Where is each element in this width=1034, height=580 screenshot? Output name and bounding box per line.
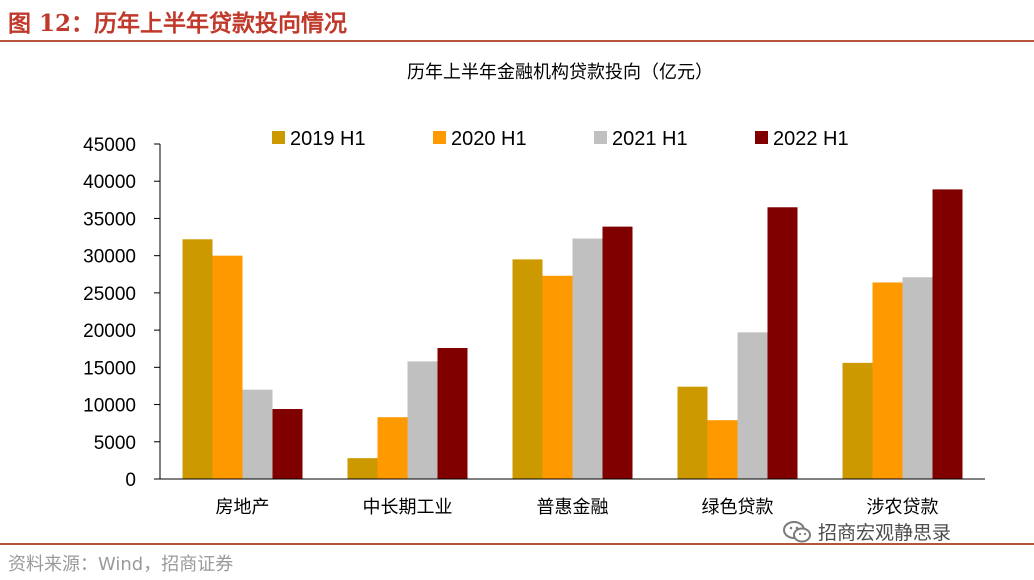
legend-swatch [272,131,285,144]
bar-2021-h1-0 [242,389,273,479]
watermark-text: 招商宏观静思录 [818,522,952,544]
bar-2021-h1-4 [902,277,933,479]
bar-2019-h1-3 [677,386,708,479]
x-category-label: 涉农贷款 [867,497,939,518]
y-tick-label: 25000 [83,284,136,305]
y-tick-label: 35000 [83,209,136,230]
top-divider [0,40,1034,42]
bar-2022-h1-4 [932,189,963,479]
bar-2021-h1-1 [407,361,438,479]
bar-2020-h1-2 [542,275,573,479]
y-tick-label: 30000 [83,247,136,268]
bar-chart: 历年上半年金融机构贷款投向（亿元） 2019 H1 2020 H1 2021 H1 2… [83,62,985,518]
x-axis-labels: 房地产 中长期工业 普惠金融 绿色贷款 涉农贷款 [216,497,939,518]
chart-title: 历年上半年金融机构贷款投向（亿元） [407,62,713,83]
bottom-divider [0,543,1034,545]
bar-2020-h1-0 [212,255,243,479]
legend-label: 2020 H1 [451,128,527,150]
legend-label: 2022 H1 [773,128,849,150]
legend-label: 2021 H1 [612,128,688,150]
x-category-label: 中长期工业 [363,497,453,518]
figure-title: 图 12：历年上半年贷款投向情况 [8,10,348,37]
y-tick-label: 15000 [83,358,136,379]
y-tick-label: 5000 [94,433,136,454]
x-category-label: 绿色贷款 [702,497,774,518]
y-tick-label: 20000 [83,321,136,342]
wechat-icon [783,520,811,542]
bar-2020-h1-4 [872,282,903,479]
watermark: 招商宏观静思录 [782,518,951,545]
bar-2019-h1-4 [842,362,873,479]
legend: 2019 H1 2020 H1 2021 H1 2022 H1 [272,128,849,150]
bar-2019-h1-0 [182,239,213,479]
bar-2022-h1-2 [602,226,633,479]
legend-swatch [594,131,607,144]
y-axis-ticks: 0 5000 10000 15000 20000 25000 30000 35000 40000… [83,135,160,491]
legend-swatch [433,131,446,144]
bar-2021-h1-2 [572,238,603,479]
y-tick-label: 40000 [83,172,136,193]
bar-2022-h1-3 [767,207,798,479]
bar-2020-h1-3 [707,420,738,479]
y-tick-label: 10000 [83,396,136,417]
bar-2019-h1-1 [347,458,378,479]
bar-2022-h1-1 [437,347,468,479]
x-category-label: 普惠金融 [537,497,609,518]
legend-label: 2019 H1 [290,128,366,150]
bar-2020-h1-1 [377,417,408,479]
bar-2019-h1-2 [512,259,543,479]
y-tick-label: 0 [125,470,136,491]
legend-swatch [755,131,768,144]
bar-2022-h1-0 [272,409,303,479]
source-note: 资料来源：Wind，招商证券 [8,554,234,575]
bar-2021-h1-3 [737,332,768,479]
y-tick-label: 45000 [83,135,136,156]
bars [182,189,963,479]
x-category-label: 房地产 [216,497,270,518]
